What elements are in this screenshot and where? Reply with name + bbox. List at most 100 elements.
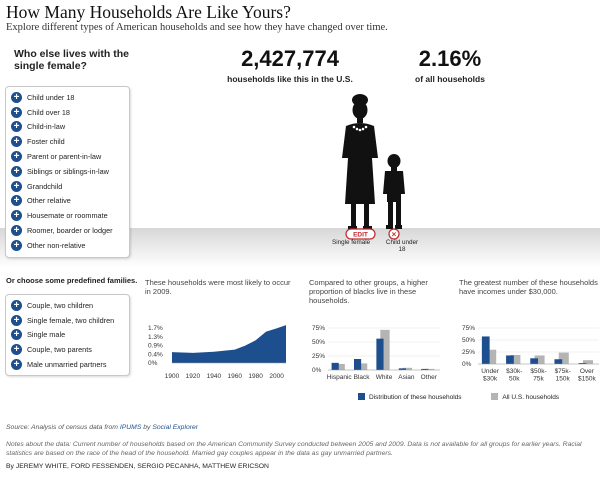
edit-label: EDIT: [353, 232, 368, 239]
relation-item[interactable]: + Child under 18: [11, 90, 129, 105]
chart-legend: Distribution of these households All U.S…: [358, 393, 559, 401]
relation-label: Child over 18: [27, 107, 70, 117]
plus-icon: +: [11, 106, 22, 118]
relation-label: Other non-relative: [27, 240, 86, 250]
family-label: Single female, two children: [27, 315, 115, 325]
legend-distribution: Distribution of these households: [369, 394, 462, 401]
bar-all-households: [335, 363, 345, 370]
family-item[interactable]: + Couple, two children: [11, 298, 129, 313]
income-bar-chart: 75% 50% 25% 0% Under$30k $30k-50k $50k-75k $75k…: [462, 325, 599, 383]
bar-all-households: [558, 352, 569, 364]
plus-icon: +: [11, 180, 22, 192]
y-tick-label: 75%: [462, 325, 475, 332]
x-tick-label: Over: [580, 368, 595, 375]
relation-label: Roomer, boarder or lodger: [27, 226, 113, 236]
relation-item[interactable]: + Parent or parent-in-law: [11, 149, 129, 164]
race-bar-chart: 75% 50% 25% 0% Hispanic Black White Asian Other: [312, 325, 440, 381]
plus-icon: +: [11, 121, 22, 133]
household-figures: EDIT ×: [342, 94, 405, 240]
relation-item[interactable]: + Other relative: [11, 194, 129, 209]
household-question: Who else lives with the single female?: [14, 48, 129, 72]
social-explorer-link[interactable]: Social Explorer: [152, 424, 199, 431]
bar-these-households: [554, 359, 563, 364]
bar-all-households: [486, 349, 497, 364]
x-tick-label: Asian: [398, 374, 415, 381]
family-label: Couple, two children: [27, 300, 94, 310]
y-tick-label: 0%: [462, 361, 472, 368]
relation-label: Other relative: [27, 196, 71, 206]
relation-label: Child under 18: [27, 92, 75, 102]
family-item[interactable]: + Couple, two parents: [11, 342, 129, 357]
remove-child-button[interactable]: ×: [388, 228, 400, 240]
plus-icon: +: [11, 344, 22, 356]
x-tick-label: $30k-: [506, 368, 522, 375]
y-tick-label: 0%: [312, 367, 322, 374]
plus-icon: +: [11, 136, 22, 148]
plus-icon: +: [11, 329, 22, 341]
years-area-chart: 1.7% 1.3% 0.9%0.4% 0% 1900 1920 1940 1960 1980 20…: [148, 325, 286, 380]
plus-icon: +: [11, 91, 22, 103]
single-female-silhouette-icon[interactable]: [342, 94, 378, 230]
x-tick-label: 1920: [186, 373, 201, 380]
plus-icon: +: [11, 195, 22, 207]
x-tick-label: Other: [421, 374, 438, 381]
bar-these-households: [398, 368, 406, 370]
chart-income-title: The greatest number of these households …: [459, 278, 598, 296]
bar-these-households: [481, 336, 490, 364]
x-tick-label: 1960: [228, 373, 243, 380]
relation-label: Child-in-law: [27, 122, 66, 132]
y-tick-label: 50%: [462, 337, 475, 344]
household-count: 2,427,774: [241, 46, 339, 71]
source-mid: by: [143, 424, 151, 431]
relation-label: Grandchild: [27, 181, 63, 191]
relation-label: Foster child: [27, 137, 65, 147]
relation-item[interactable]: + Housemate or roommate: [11, 208, 129, 223]
bar-these-households: [331, 362, 339, 370]
byline: By JEREMY WHITE, FORD FESSENDEN, SERGIO …: [6, 463, 269, 470]
child-silhouette-icon[interactable]: [383, 154, 405, 229]
plus-icon: +: [11, 210, 22, 222]
bar-all-households: [534, 355, 545, 364]
bar-all-households: [510, 354, 521, 364]
legend-swatch-all: [491, 393, 499, 400]
family-label: Couple, two parents: [27, 345, 92, 355]
legend-all: All U.S. households: [502, 394, 560, 401]
relation-item[interactable]: + Grandchild: [11, 179, 129, 194]
relation-item[interactable]: + Roomer, boarder or lodger: [11, 223, 129, 238]
female-caption: Single female: [332, 239, 371, 246]
plus-icon: +: [11, 151, 22, 163]
bar-all-households: [380, 329, 390, 370]
family-item[interactable]: + Male unmarried partners: [11, 357, 129, 372]
relation-label: Housemate or roommate: [27, 211, 108, 221]
family-item[interactable]: + Single female, two children: [11, 313, 129, 328]
family-item[interactable]: + Single male: [11, 328, 129, 343]
plus-icon: +: [11, 165, 22, 177]
bar-all-households: [425, 368, 435, 370]
chart-race-title: Compared to other groups, a higher propo…: [309, 278, 428, 305]
chart-years-title: These households were most likely to occ…: [145, 278, 291, 296]
x-tick-label: 1940: [207, 373, 222, 380]
bar-these-households: [353, 359, 362, 370]
y-tick-label: 25%: [312, 353, 325, 360]
relation-item[interactable]: + Foster child: [11, 134, 129, 149]
household-percent: 2.16%: [418, 46, 482, 71]
bar-these-households: [506, 355, 514, 364]
relation-item[interactable]: + Siblings or siblings-in-law: [11, 164, 129, 179]
plus-icon: +: [11, 314, 22, 326]
bar-these-households: [530, 358, 539, 364]
relation-label: Siblings or siblings-in-law: [27, 166, 109, 176]
source-prefix: Source: Analysis of census data from: [6, 424, 118, 431]
data-notes: Notes about the data: Current number of …: [6, 441, 582, 457]
x-tick-label: 1900: [165, 373, 180, 380]
bar-all-households: [357, 363, 368, 370]
x-tick-label: 75k: [533, 376, 544, 383]
relation-item[interactable]: + Child over 18: [11, 105, 129, 120]
relation-item[interactable]: + Child-in-law: [11, 120, 129, 135]
legend-swatch-distribution: [358, 393, 365, 400]
edit-badge[interactable]: EDIT: [345, 228, 376, 240]
bar-these-households: [578, 363, 587, 364]
y-tick-label: 50%: [312, 339, 325, 346]
ipums-link[interactable]: IPUMS: [119, 424, 142, 431]
x-tick-label: 150k: [556, 376, 571, 383]
relation-item[interactable]: + Other non-relative: [11, 238, 129, 253]
